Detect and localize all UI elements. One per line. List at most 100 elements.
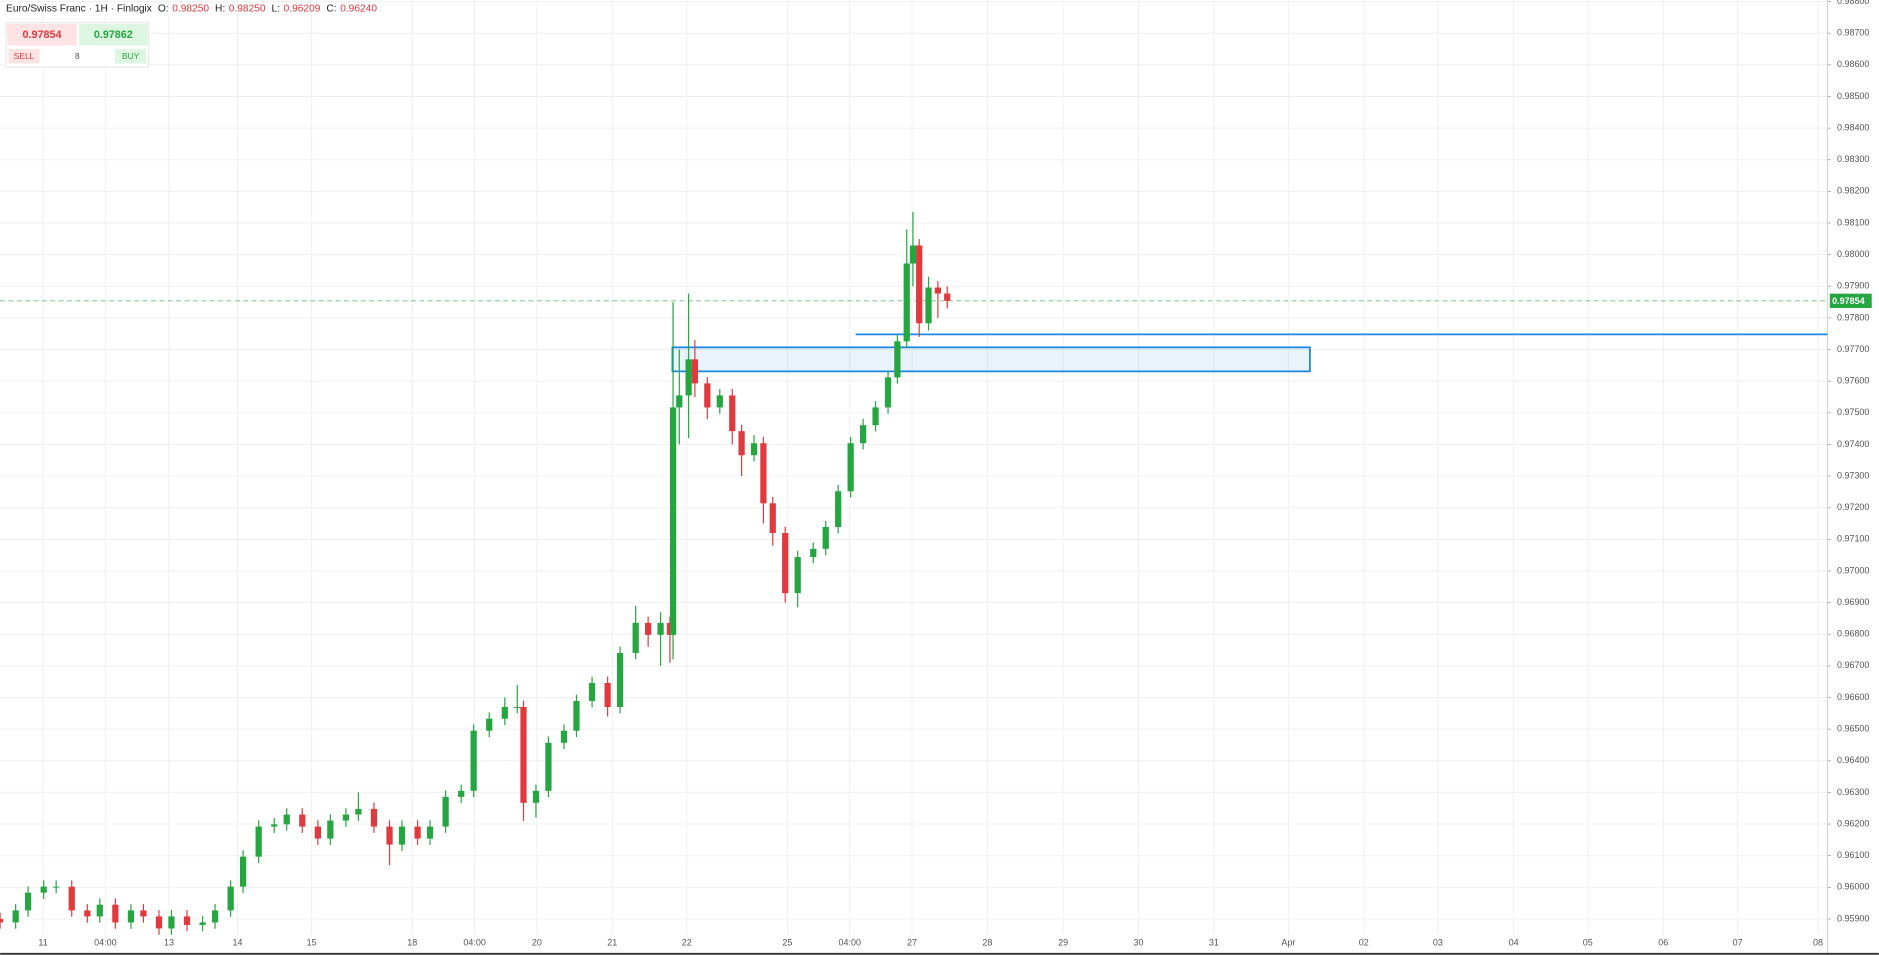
buy-tag[interactable] (115, 49, 147, 64)
candle-body (96, 904, 103, 917)
candle-body (944, 293, 951, 301)
candle-body (666, 622, 674, 635)
candle-body (227, 886, 234, 911)
x-tick-label: 30 (1134, 937, 1144, 947)
candle-body (470, 730, 477, 791)
candle-body (691, 359, 698, 384)
y-tick-label: 0.97400 (1837, 439, 1869, 449)
candle-body (68, 886, 75, 911)
buy-button[interactable] (79, 23, 148, 46)
candle-body (183, 916, 191, 925)
candle-body (704, 383, 711, 408)
sell-tag[interactable] (8, 49, 40, 64)
candle-body (573, 700, 580, 731)
x-tick-label: 06 (1658, 937, 1668, 947)
instrument-name: Euro/Swiss Franc · 1H · Finlogix (6, 3, 152, 14)
candle-body (645, 622, 652, 635)
zone (671, 346, 1311, 373)
sell-button[interactable] (7, 23, 77, 46)
y-tick-label: 0.98700 (1837, 28, 1869, 38)
candle-body (155, 916, 163, 929)
candle-body (822, 527, 829, 549)
candle-body (255, 826, 262, 857)
candle-body (25, 892, 32, 911)
candle-body (916, 245, 923, 324)
x-tick-label: 04:00 (94, 937, 116, 947)
sell-price[interactable]: 0.97854 (23, 29, 62, 41)
x-tick-label: 21 (607, 937, 617, 947)
candle-body (458, 790, 465, 797)
x-tick-label: 31 (1209, 937, 1219, 947)
y-tick-label: 0.97200 (1837, 502, 1869, 512)
x-tick-label: 20 (532, 937, 542, 947)
y-tick-label: 0.98800 (1837, 0, 1869, 6)
candle-body (327, 820, 334, 839)
last-price-box (1829, 293, 1872, 309)
candle-body (545, 742, 552, 791)
x-tick-label: 04:00 (838, 937, 860, 947)
candle-body (909, 245, 917, 264)
x-tick-label: 07 (1733, 937, 1743, 947)
x-tick-label: 14 (232, 937, 242, 947)
candle-body (520, 706, 527, 803)
y-tick-label: 0.98200 (1837, 186, 1869, 196)
candle-body (884, 377, 892, 408)
candle-body (299, 814, 306, 827)
candle-body (342, 814, 350, 821)
ohlc-value: 0.98250 (172, 3, 209, 14)
x-tick-label: 27 (907, 937, 917, 947)
x-tick-label: 18 (407, 937, 417, 947)
candle-body (750, 443, 758, 456)
candle-body (127, 910, 135, 923)
candle-body (168, 916, 175, 929)
candle-body (903, 263, 910, 342)
candle-body (810, 548, 817, 558)
ohlc-value: 0.98250 (229, 3, 266, 14)
y-tick-label: 0.97700 (1837, 344, 1869, 354)
candle-body (355, 808, 362, 815)
candle-body (501, 706, 508, 719)
candle-body (283, 814, 290, 825)
x-tick-label: 25 (782, 937, 792, 947)
candle-body (271, 824, 278, 827)
candle-body (12, 910, 19, 923)
buy-price[interactable]: 0.97862 (94, 29, 133, 41)
instrument-header: Euro/Swiss Franc · 1H · Finlogix O: 0.9825… (6, 3, 377, 14)
y-tick-label: 0.97100 (1837, 534, 1869, 544)
candle-body (414, 826, 421, 839)
y-tick-label: 0.97000 (1837, 565, 1869, 575)
y-tick-label: 0.98100 (1837, 217, 1869, 227)
candle-body (140, 910, 147, 917)
candle-body (835, 491, 842, 528)
quantity[interactable]: 8 (75, 51, 80, 61)
x-tick-label: 08 (1813, 937, 1823, 947)
candle-body (894, 341, 901, 378)
buy-label[interactable]: BUY (122, 51, 140, 61)
candle-body (794, 557, 801, 594)
ohlc-value: 0.96209 (284, 3, 321, 14)
ohlc-key: O: (158, 3, 169, 14)
candle-body (729, 395, 736, 432)
candle-body (112, 904, 119, 923)
candle-body (669, 407, 677, 635)
y-tick-label: 0.95900 (1837, 913, 1869, 923)
x-tick-label: 04 (1509, 937, 1519, 947)
candle-body (486, 718, 493, 731)
y-tick-label: 0.98000 (1837, 249, 1869, 259)
candle-body (386, 826, 393, 845)
y-tick-label: 0.97300 (1837, 470, 1869, 480)
y-tick-label: 0.97900 (1837, 281, 1869, 291)
sell-label[interactable]: SELL (14, 51, 35, 61)
candle-body (199, 922, 206, 925)
x-tick-label: 11 (38, 937, 47, 947)
candle-body (604, 682, 611, 707)
x-tick-label: 15 (307, 937, 317, 947)
y-tick-label: 0.96800 (1837, 629, 1869, 639)
y-tick-label: 0.96000 (1837, 882, 1869, 892)
x-tick-label: 05 (1583, 937, 1593, 947)
candle-body (925, 287, 932, 324)
y-tick-label: 0.97500 (1837, 407, 1869, 417)
candle-body (532, 790, 540, 803)
y-tick-label: 0.98300 (1837, 154, 1869, 164)
